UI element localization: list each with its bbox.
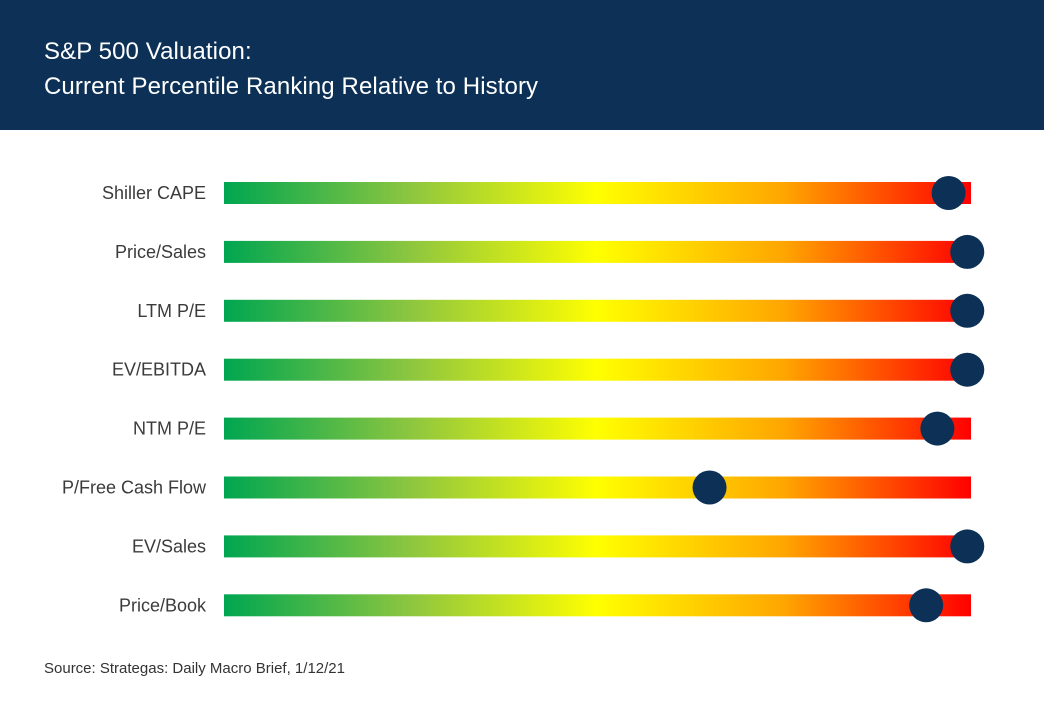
percentile-marker <box>950 529 985 564</box>
percentile-marker <box>920 411 955 446</box>
percentile-bar <box>224 299 971 322</box>
percentile-marker <box>692 470 727 505</box>
chart-title-line-1: S&P 500 Valuation: <box>44 38 252 65</box>
percentile-marker <box>931 176 966 210</box>
category-label: NTM P/E <box>133 419 206 439</box>
percentile-marker <box>950 352 985 387</box>
category-label: Price/Sales <box>115 242 206 262</box>
category-label: Shiller CAPE <box>102 183 206 203</box>
percentile-bar <box>224 535 971 558</box>
source-note: Source: Strategas: Daily Macro Brief, 1/… <box>44 660 345 677</box>
percentile-marker <box>909 588 944 623</box>
chart-title-line-2: Current Percentile Ranking Relative to H… <box>44 73 539 100</box>
percentile-marker <box>950 234 985 269</box>
percentile-bar <box>224 417 971 440</box>
percentile-bar <box>224 240 971 263</box>
category-label: EV/Sales <box>132 536 206 556</box>
category-label: LTM P/E <box>137 301 206 321</box>
percentile-marker <box>950 293 985 328</box>
percentile-bar <box>224 594 971 617</box>
percentile-chart: Shiller CAPE Price/Sales LTM P/E EV/EBITDA N… <box>62 176 985 623</box>
percentile-bar <box>224 358 971 381</box>
category-label: Price/Book <box>119 595 207 615</box>
category-label: P/Free Cash Flow <box>62 478 207 498</box>
category-label: EV/EBITDA <box>112 360 206 380</box>
percentile-bar <box>224 182 971 204</box>
percentile-bar <box>224 476 971 499</box>
header-banner: S&P 500 Valuation: Current Percentile Ra… <box>0 0 1044 130</box>
